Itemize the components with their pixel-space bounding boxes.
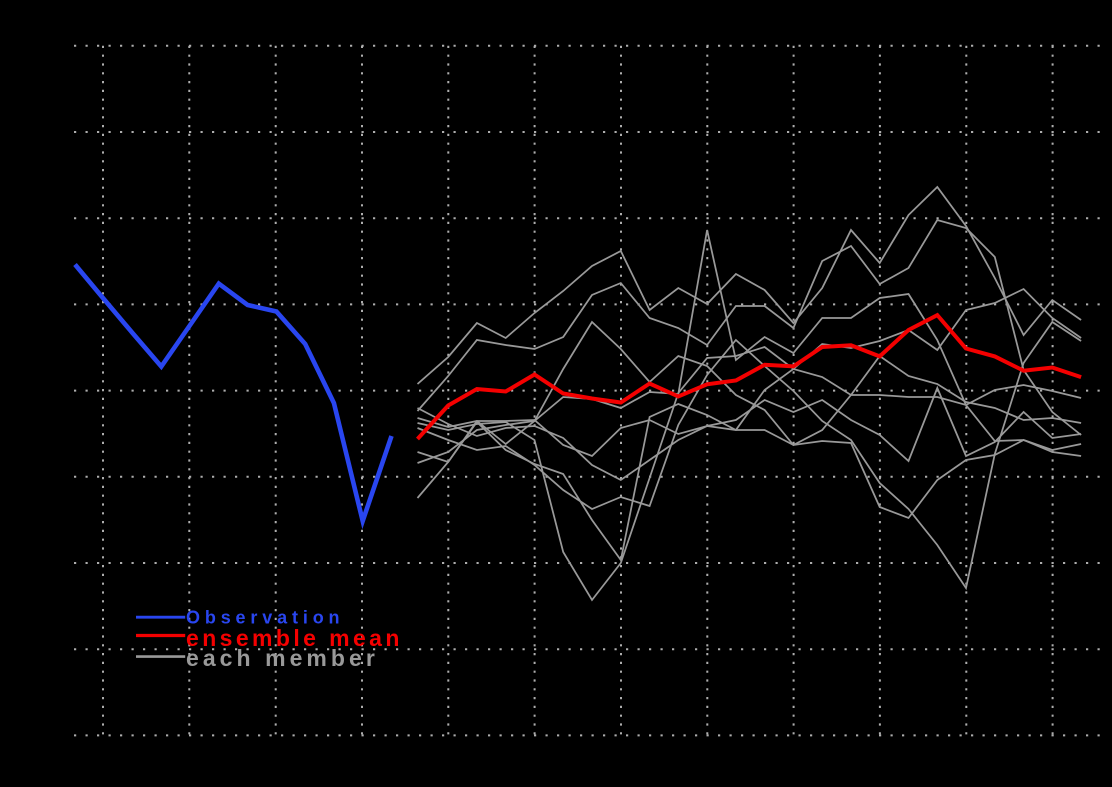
svg-text:Observation: Observation (186, 608, 344, 628)
svg-text:ensemble mean: ensemble mean (186, 625, 403, 651)
svg-text:each member: each member (186, 645, 379, 671)
